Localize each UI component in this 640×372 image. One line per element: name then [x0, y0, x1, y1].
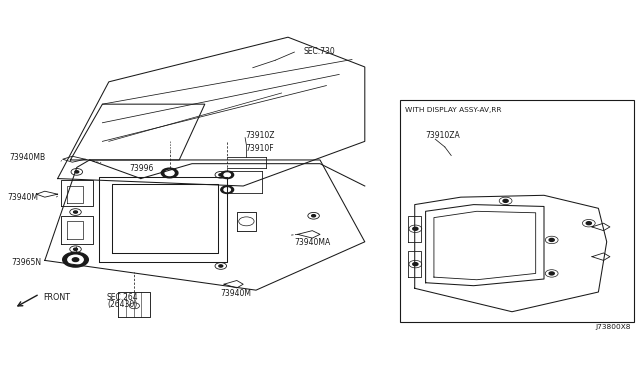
- Text: SEC.730: SEC.730: [304, 47, 336, 56]
- Circle shape: [74, 248, 77, 250]
- Circle shape: [549, 272, 554, 275]
- Text: J73800X8: J73800X8: [595, 324, 630, 330]
- Text: SEC.264: SEC.264: [107, 293, 138, 302]
- Circle shape: [413, 263, 418, 266]
- Circle shape: [549, 238, 554, 241]
- Circle shape: [75, 171, 79, 173]
- Text: 73940MB: 73940MB: [10, 153, 45, 162]
- Circle shape: [72, 258, 79, 262]
- Circle shape: [63, 252, 88, 267]
- Circle shape: [503, 199, 508, 202]
- Circle shape: [312, 215, 316, 217]
- Text: FRONT: FRONT: [44, 293, 70, 302]
- Text: (26430): (26430): [107, 300, 137, 309]
- Text: WITH DISPLAY ASSY-AV,RR: WITH DISPLAY ASSY-AV,RR: [405, 107, 502, 113]
- Text: 73996: 73996: [129, 164, 154, 173]
- Circle shape: [413, 227, 418, 230]
- Circle shape: [219, 174, 223, 176]
- Circle shape: [221, 186, 234, 193]
- Circle shape: [219, 265, 223, 267]
- Text: 73910Z: 73910Z: [245, 131, 275, 140]
- Circle shape: [586, 222, 591, 225]
- Text: 73940M: 73940M: [8, 193, 38, 202]
- Circle shape: [68, 255, 83, 264]
- Text: 73940MA: 73940MA: [294, 238, 331, 247]
- Circle shape: [224, 173, 230, 177]
- Text: 73940M: 73940M: [221, 289, 252, 298]
- Circle shape: [165, 170, 174, 176]
- Text: 73965N: 73965N: [12, 258, 42, 267]
- Circle shape: [224, 188, 230, 192]
- Text: 73910F: 73910F: [245, 144, 274, 153]
- Circle shape: [161, 168, 178, 178]
- Text: 73910ZA: 73910ZA: [426, 131, 460, 140]
- Bar: [400, 100, 634, 322]
- Circle shape: [221, 171, 234, 179]
- Circle shape: [74, 211, 77, 213]
